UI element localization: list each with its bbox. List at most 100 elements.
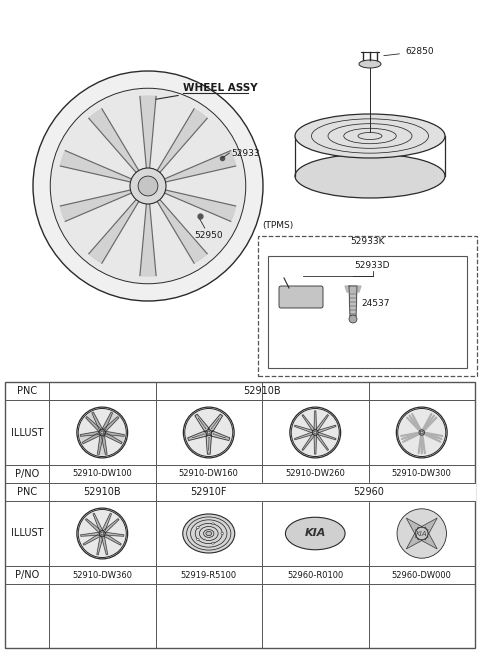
Circle shape	[397, 509, 446, 558]
Polygon shape	[317, 425, 336, 433]
Ellipse shape	[183, 514, 235, 553]
Polygon shape	[208, 438, 209, 451]
Polygon shape	[83, 432, 100, 443]
Circle shape	[138, 176, 158, 196]
Polygon shape	[97, 436, 103, 455]
Text: 52950: 52950	[195, 231, 223, 240]
Polygon shape	[423, 417, 437, 431]
Circle shape	[101, 431, 104, 434]
Polygon shape	[103, 519, 119, 533]
Text: 62850: 62850	[384, 47, 433, 56]
Polygon shape	[345, 286, 361, 292]
Text: KIA: KIA	[416, 531, 428, 537]
Text: 52933D: 52933D	[355, 261, 390, 270]
Ellipse shape	[359, 60, 381, 68]
Text: 52910F: 52910F	[191, 487, 227, 497]
Polygon shape	[60, 151, 132, 182]
Polygon shape	[97, 536, 103, 555]
Polygon shape	[188, 431, 207, 440]
Bar	[5, 382, 475, 648]
Ellipse shape	[295, 114, 445, 158]
Polygon shape	[104, 432, 122, 443]
Circle shape	[78, 510, 126, 558]
Circle shape	[130, 168, 166, 204]
Text: KIA: KIA	[305, 529, 326, 539]
Ellipse shape	[212, 523, 214, 525]
Polygon shape	[262, 483, 475, 501]
Polygon shape	[407, 417, 420, 431]
Text: 52933K: 52933K	[350, 237, 385, 246]
Polygon shape	[89, 109, 139, 173]
Polygon shape	[101, 536, 108, 555]
Text: 52910-DW300: 52910-DW300	[392, 470, 452, 478]
Polygon shape	[105, 431, 124, 436]
Polygon shape	[295, 425, 313, 433]
Polygon shape	[105, 532, 124, 536]
Polygon shape	[208, 414, 223, 432]
Polygon shape	[195, 414, 209, 432]
Polygon shape	[104, 413, 118, 430]
Text: 52960-R0100: 52960-R0100	[287, 571, 343, 579]
Polygon shape	[192, 434, 204, 438]
Polygon shape	[424, 432, 443, 436]
Polygon shape	[409, 415, 420, 431]
Polygon shape	[165, 151, 236, 182]
Circle shape	[420, 431, 423, 434]
Text: P/NO: P/NO	[15, 469, 39, 479]
Text: PNC: PNC	[17, 487, 37, 497]
Circle shape	[206, 430, 212, 435]
Polygon shape	[86, 413, 101, 430]
Polygon shape	[157, 199, 207, 263]
Polygon shape	[422, 413, 432, 430]
Ellipse shape	[295, 154, 445, 198]
Circle shape	[207, 431, 210, 434]
Polygon shape	[401, 432, 419, 436]
Polygon shape	[423, 415, 434, 431]
Circle shape	[312, 430, 318, 435]
Polygon shape	[92, 412, 102, 430]
Polygon shape	[165, 190, 236, 221]
Polygon shape	[314, 435, 316, 454]
Ellipse shape	[221, 533, 224, 535]
Text: 52933: 52933	[231, 149, 260, 158]
Polygon shape	[424, 433, 441, 442]
Polygon shape	[98, 436, 106, 455]
Text: 52960: 52960	[353, 487, 384, 497]
Polygon shape	[104, 417, 119, 432]
Circle shape	[349, 315, 357, 323]
Ellipse shape	[196, 539, 199, 541]
Polygon shape	[104, 533, 121, 545]
Polygon shape	[85, 519, 101, 533]
Polygon shape	[418, 435, 422, 453]
Text: 52910-DW100: 52910-DW100	[72, 470, 132, 478]
Circle shape	[50, 89, 246, 284]
Circle shape	[314, 431, 317, 434]
Polygon shape	[211, 418, 219, 429]
Circle shape	[416, 527, 428, 540]
Polygon shape	[302, 415, 314, 431]
Polygon shape	[140, 204, 156, 276]
Polygon shape	[93, 514, 103, 531]
Circle shape	[185, 409, 233, 457]
Polygon shape	[424, 433, 442, 440]
Polygon shape	[316, 415, 328, 431]
Circle shape	[398, 409, 446, 457]
Polygon shape	[407, 527, 428, 549]
Text: ILLUST: ILLUST	[11, 428, 43, 438]
Ellipse shape	[206, 531, 212, 536]
Ellipse shape	[286, 517, 345, 550]
Text: ILLUST: ILLUST	[11, 529, 43, 539]
Text: 24537: 24537	[361, 299, 389, 308]
Text: P/NO: P/NO	[15, 570, 39, 580]
Polygon shape	[198, 418, 206, 429]
Polygon shape	[60, 190, 132, 221]
Polygon shape	[206, 435, 212, 454]
Circle shape	[99, 531, 105, 536]
Polygon shape	[101, 436, 107, 455]
Polygon shape	[317, 432, 336, 440]
Polygon shape	[314, 411, 316, 430]
Polygon shape	[49, 382, 475, 400]
Text: 52910-DW260: 52910-DW260	[285, 470, 345, 478]
Polygon shape	[105, 433, 124, 443]
Circle shape	[33, 71, 263, 301]
